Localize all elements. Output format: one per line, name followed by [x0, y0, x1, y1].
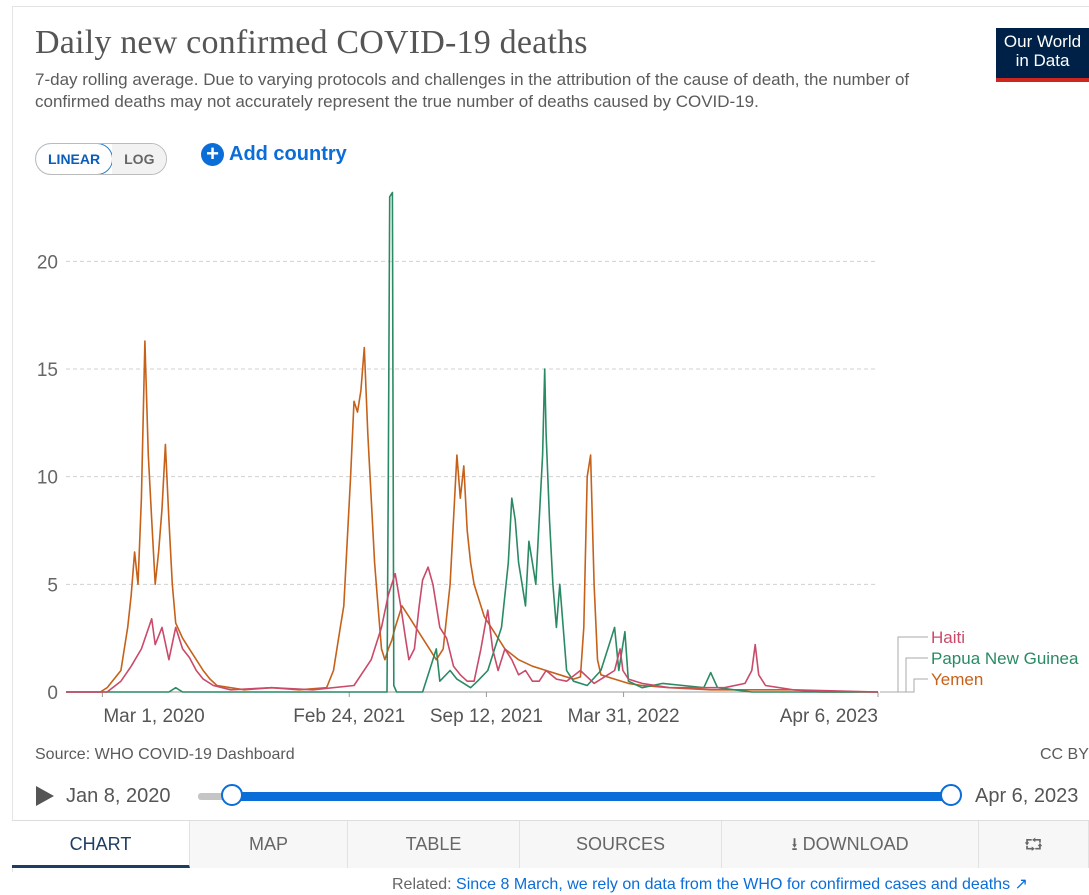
plus-circle-icon: +	[201, 143, 224, 166]
legend-label: Papua New Guinea	[931, 649, 1079, 668]
y-axis-ticks: 0 5 10 15 20	[37, 252, 58, 704]
timeline-start-handle[interactable]	[221, 784, 243, 806]
y-tick-label: 0	[47, 683, 58, 704]
play-icon[interactable]	[36, 786, 54, 806]
add-country-button[interactable]: + Add country	[201, 143, 347, 166]
x-tick-label: Mar 1, 2020	[103, 706, 204, 727]
related-link[interactable]: Since 8 March, we rely on data from the …	[456, 876, 1011, 893]
timeline-end-handle[interactable]	[940, 784, 962, 806]
y-tick-label: 5	[47, 575, 58, 596]
x-tick-label: Feb 24, 2021	[293, 706, 405, 727]
owid-logo[interactable]: Our World in Data	[996, 28, 1089, 82]
related-note: Related: Since 8 March, we rely on data …	[392, 874, 1028, 894]
y-gridlines	[66, 260, 878, 585]
x-tick-label: Mar 31, 2022	[568, 706, 680, 727]
chart-title: Daily new confirmed COVID-19 deaths	[35, 24, 588, 61]
y-tick-label: 15	[37, 360, 58, 381]
x-tick-label: Apr 6, 2023	[780, 706, 878, 727]
legend-connector	[880, 657, 928, 693]
logo-line-1: Our World	[1003, 32, 1082, 51]
tab-table[interactable]: TABLE	[348, 821, 520, 868]
source-note[interactable]: Source: WHO COVID-19 Dashboard	[35, 746, 295, 763]
legend: Haiti Papua New Guinea Yemen	[880, 628, 1079, 693]
share-button[interactable]: ⮔	[979, 821, 1089, 868]
timeline-start-label: Jan 8, 2020	[66, 785, 171, 807]
series-line-haiti	[66, 566, 879, 693]
linear-scale-button[interactable]: LINEAR	[36, 144, 114, 174]
tab-sources[interactable]: SOURCES	[520, 821, 722, 868]
logo-line-2: in Data	[1015, 51, 1070, 70]
x-axis: Mar 1, 2020 Feb 24, 2021 Sep 12, 2021 Mar 3…	[66, 691, 879, 727]
download-icon: ⭳	[791, 834, 798, 854]
timeline-end-label: Apr 6, 2023	[975, 785, 1079, 807]
external-link-icon[interactable]: ↗	[1014, 876, 1028, 893]
tab-map[interactable]: MAP	[190, 821, 348, 868]
scale-toggle[interactable]: LINEAR LOG	[35, 143, 168, 175]
x-tick-label: Sep 12, 2021	[430, 706, 543, 727]
y-tick-label: 20	[37, 252, 58, 273]
legend-connector	[880, 678, 928, 693]
download-label: DOWNLOAD	[802, 834, 909, 854]
legend-label: Yemen	[931, 670, 983, 689]
line-chart[interactable]: 0 5 10 15 20 Mar 1, 2020 Feb 24, 2021 Sep 12, …	[0, 180, 1089, 740]
y-tick-label: 10	[37, 468, 58, 489]
timeline-track-left[interactable]	[198, 793, 238, 800]
license-note[interactable]: CC BY	[1040, 746, 1089, 763]
legend-label: Haiti	[931, 628, 965, 647]
legend-connector	[880, 636, 928, 693]
series-line-papua-new-guinea	[66, 191, 878, 693]
share-icon: ⮔	[1024, 837, 1043, 854]
log-scale-button[interactable]: LOG	[112, 144, 167, 174]
tab-chart[interactable]: CHART	[12, 821, 190, 868]
related-prefix: Related:	[392, 876, 452, 893]
chart-subtitle: 7-day rolling average. Due to varying pr…	[35, 70, 910, 111]
series-lines	[66, 191, 879, 693]
add-country-label: Add country	[229, 143, 347, 165]
tab-download[interactable]: ⭳ DOWNLOAD	[722, 821, 979, 868]
tab-bar: CHART MAP TABLE SOURCES ⭳ DOWNLOAD ⮔	[12, 820, 1089, 869]
series-line-yemen	[66, 340, 878, 693]
chart-frame	[12, 6, 1089, 872]
timeline-track[interactable]	[232, 792, 952, 801]
